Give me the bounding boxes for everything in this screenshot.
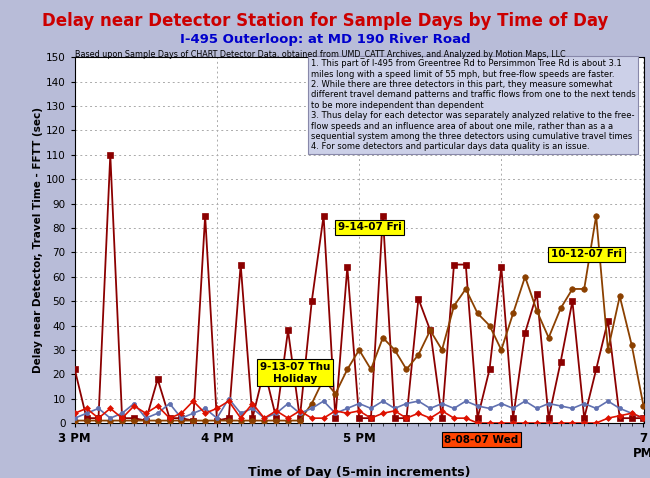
Text: Based upon Sample Days of CHART Detector Data, obtained from UMD_CATT Archives, : Based upon Sample Days of CHART Detector…	[75, 50, 566, 59]
Text: 10-12-07 Fri: 10-12-07 Fri	[551, 249, 622, 259]
Y-axis label: Delay near Detector, Travel Time - FFTT (sec): Delay near Detector, Travel Time - FFTT …	[33, 107, 43, 373]
Text: 8-08-07 Wed: 8-08-07 Wed	[445, 435, 519, 445]
X-axis label: Time of Day (5-min increments): Time of Day (5-min increments)	[248, 466, 471, 478]
Text: 9-14-07 Fri: 9-14-07 Fri	[338, 222, 402, 232]
Text: I-495 Outerloop: at MD 190 River Road: I-495 Outerloop: at MD 190 River Road	[179, 33, 471, 45]
Text: 1. This part of I-495 from Greentree Rd to Persimmon Tree Rd is about 3.1
miles : 1. This part of I-495 from Greentree Rd …	[311, 59, 636, 152]
Text: 9-13-07 Thu
Holiday: 9-13-07 Thu Holiday	[260, 362, 330, 383]
Text: Delay near Detector Station for Sample Days by Time of Day: Delay near Detector Station for Sample D…	[42, 12, 608, 30]
